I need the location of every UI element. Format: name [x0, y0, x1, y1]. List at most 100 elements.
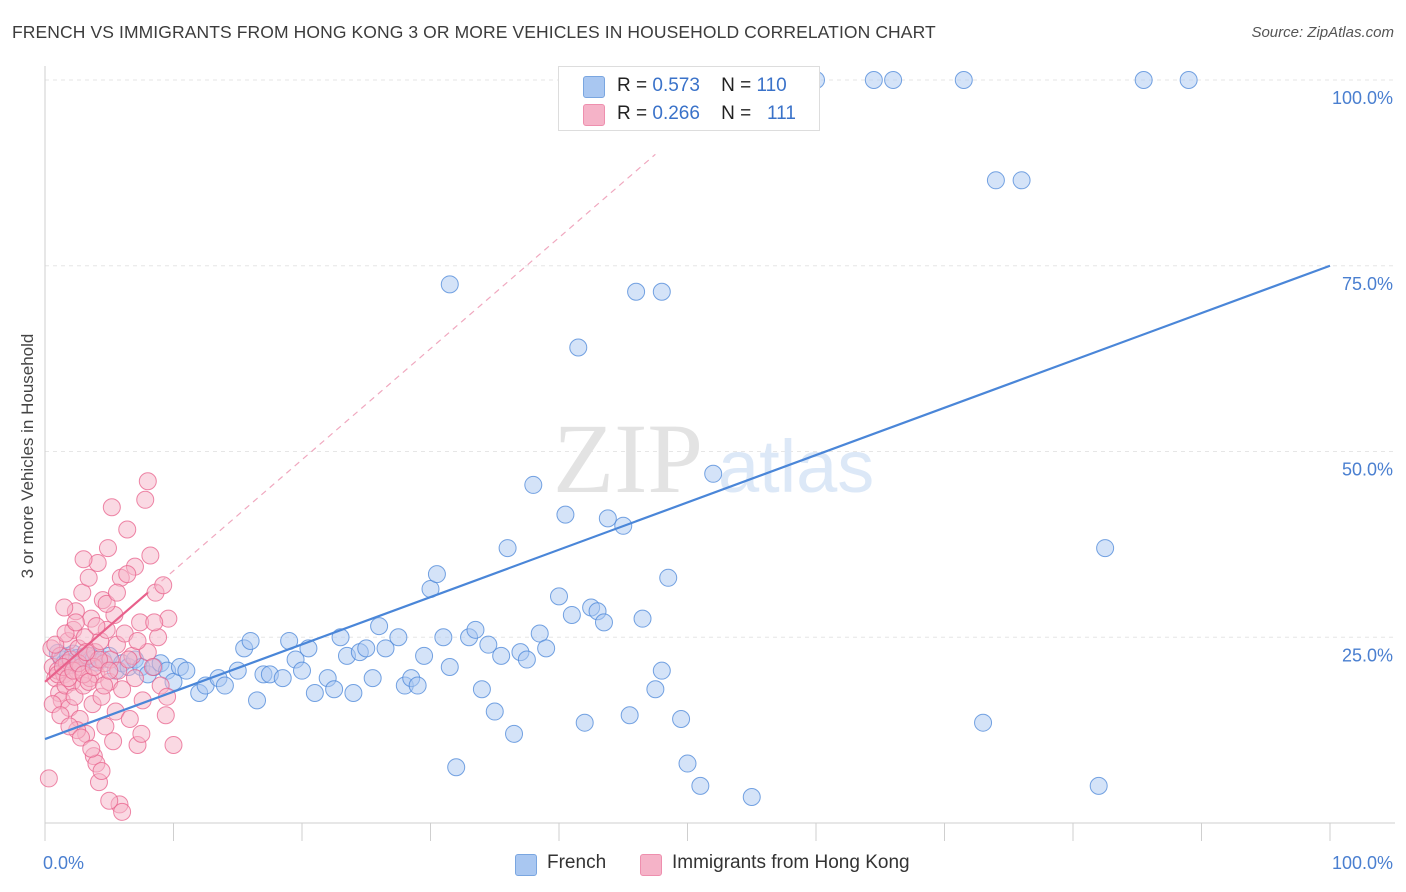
french-point — [408, 676, 427, 695]
french-point — [389, 628, 408, 647]
hong-kong-point — [104, 732, 123, 751]
hong-kong-point — [149, 628, 168, 647]
n-value-french: 110 — [756, 75, 787, 96]
hong-kong-point — [96, 717, 115, 736]
french-point — [1096, 539, 1115, 558]
french-point — [447, 758, 466, 777]
hong-kong-point — [113, 802, 132, 821]
french-point — [652, 282, 671, 301]
source-label: Source: ZipAtlas.com — [1251, 24, 1394, 41]
hong-kong-points — [39, 472, 183, 821]
french-point — [370, 617, 389, 636]
french-point — [530, 624, 549, 643]
french-point — [633, 609, 652, 628]
n-label: N = — [721, 103, 752, 124]
french-point — [659, 568, 678, 587]
french-point — [704, 464, 723, 483]
french-point — [434, 628, 453, 647]
hong-kong-point — [79, 568, 98, 587]
french-point — [479, 635, 498, 654]
french-point — [562, 605, 581, 624]
french-point — [177, 661, 196, 680]
watermark: ZIP atlas — [553, 403, 874, 514]
hong-kong-point — [164, 735, 183, 754]
y-tick-label: 75.0% — [1342, 274, 1393, 294]
french-point — [440, 657, 459, 676]
hong-kong-point — [102, 498, 121, 517]
hong-kong-point — [97, 594, 116, 613]
n-value-hong-kong: 111 — [767, 103, 796, 124]
french-point — [498, 539, 517, 558]
hong-kong-point — [119, 650, 138, 669]
r-value-hong-kong: 0.266 — [652, 103, 700, 124]
hong-kong-point — [132, 724, 151, 743]
x-tick-label: 0.0% — [43, 853, 84, 873]
hong-kong-point — [74, 550, 93, 569]
french-point — [505, 724, 524, 743]
hong-kong-point — [128, 631, 147, 650]
french-point — [1179, 71, 1198, 89]
french-point — [678, 754, 697, 773]
hong-kong-trend-line — [44, 591, 149, 683]
y-tick-label: 25.0% — [1342, 645, 1393, 665]
french-point — [594, 613, 613, 632]
trend-lines — [44, 153, 1331, 741]
french-point — [331, 628, 350, 647]
french-point — [517, 650, 536, 669]
french-point — [376, 639, 395, 658]
french-point — [691, 776, 710, 795]
hong-kong-point — [82, 739, 101, 758]
stats-swatch-hong-kong — [583, 104, 605, 126]
french-point — [363, 669, 382, 688]
french-point — [1089, 776, 1108, 795]
hong-kong-point — [106, 702, 125, 721]
hong-kong-point — [118, 565, 137, 584]
french-point — [1134, 71, 1153, 89]
french-point — [884, 71, 903, 89]
french-point — [672, 709, 691, 728]
hong-kong-point — [100, 791, 119, 810]
hong-kong-point — [136, 490, 155, 509]
r-value-french: 0.573 — [652, 75, 700, 96]
french-point — [472, 680, 491, 699]
french-point — [293, 661, 311, 680]
hong-kong-point — [118, 520, 137, 539]
french-point — [646, 680, 665, 699]
french-point — [215, 676, 234, 695]
watermark-zip: ZIP — [553, 403, 703, 514]
stats-text-french: R = 0.573 N = 110 — [617, 75, 787, 97]
legend-swatch-french — [515, 854, 537, 876]
french-point — [864, 71, 883, 89]
french-point — [569, 338, 588, 357]
french-point — [524, 475, 543, 494]
french-point — [1012, 171, 1031, 190]
stats-swatch-french — [583, 76, 605, 98]
french-point — [248, 691, 267, 710]
french-point — [492, 646, 511, 665]
french-point — [556, 505, 575, 524]
watermark-atlas: atlas — [718, 425, 874, 508]
french-point — [742, 787, 761, 806]
french-point — [273, 669, 292, 688]
stats-text-hong-kong: R = 0.266 N = 111 — [617, 103, 796, 125]
hong-kong-point — [107, 583, 126, 602]
hong-kong-point — [73, 583, 92, 602]
hong-kong-point — [98, 539, 117, 558]
hong-kong-point — [156, 706, 175, 725]
french-point — [652, 661, 671, 680]
hong-kong-point — [39, 769, 58, 788]
n-label: N = — [721, 75, 752, 96]
french-point — [415, 646, 434, 665]
axes — [44, 66, 1395, 841]
french-point — [325, 680, 344, 699]
french-point — [550, 587, 568, 606]
hong-kong-point — [87, 617, 106, 636]
french-point — [466, 620, 485, 639]
hong-kong-point — [120, 709, 139, 728]
legend-label-french: French — [547, 852, 607, 873]
hong-kong-point — [154, 576, 173, 595]
french-point — [427, 565, 446, 584]
french-point — [598, 509, 617, 528]
hong-kong-point — [55, 598, 74, 617]
hong-kong-point — [92, 761, 111, 780]
